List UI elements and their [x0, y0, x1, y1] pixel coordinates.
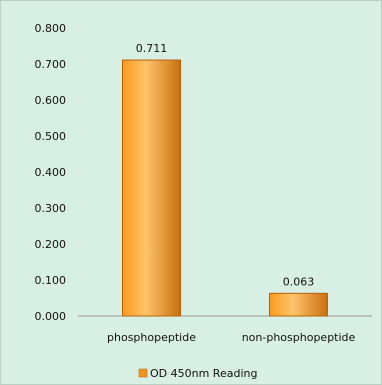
- x-tick-label: phosphopeptide: [107, 331, 196, 344]
- y-tick-label: 0.200: [35, 238, 67, 251]
- y-tick-label: 0.400: [35, 166, 67, 179]
- y-tick-label: 0.700: [35, 58, 67, 71]
- bar: [122, 59, 181, 317]
- y-tick-label: 0.800: [35, 22, 67, 35]
- y-tick-label: 0.000: [35, 310, 67, 323]
- legend: OD 450nm Reading: [138, 367, 257, 380]
- y-tick-label: 0.100: [35, 274, 67, 287]
- bar-data-label: 0.711: [136, 42, 168, 55]
- y-tick-label: 0.300: [35, 202, 67, 215]
- bar-data-label: 0.063: [283, 275, 315, 288]
- bar: [269, 292, 328, 317]
- y-tick-label: 0.500: [35, 130, 67, 143]
- x-tick-label: non-phosphopeptide: [242, 331, 356, 344]
- y-tick-label: 0.600: [35, 94, 67, 107]
- legend-swatch: [138, 368, 148, 378]
- legend-entry-label: OD 450nm Reading: [150, 367, 257, 380]
- bar-series: [122, 59, 328, 317]
- y-axis: 0.000 0.100 0.200 0.300 0.400 0.500 0.600 0.700…: [35, 22, 67, 323]
- x-axis-category-labels: phosphopeptide non-phosphopeptide: [107, 331, 356, 344]
- data-labels: 0.711 0.063: [136, 42, 315, 288]
